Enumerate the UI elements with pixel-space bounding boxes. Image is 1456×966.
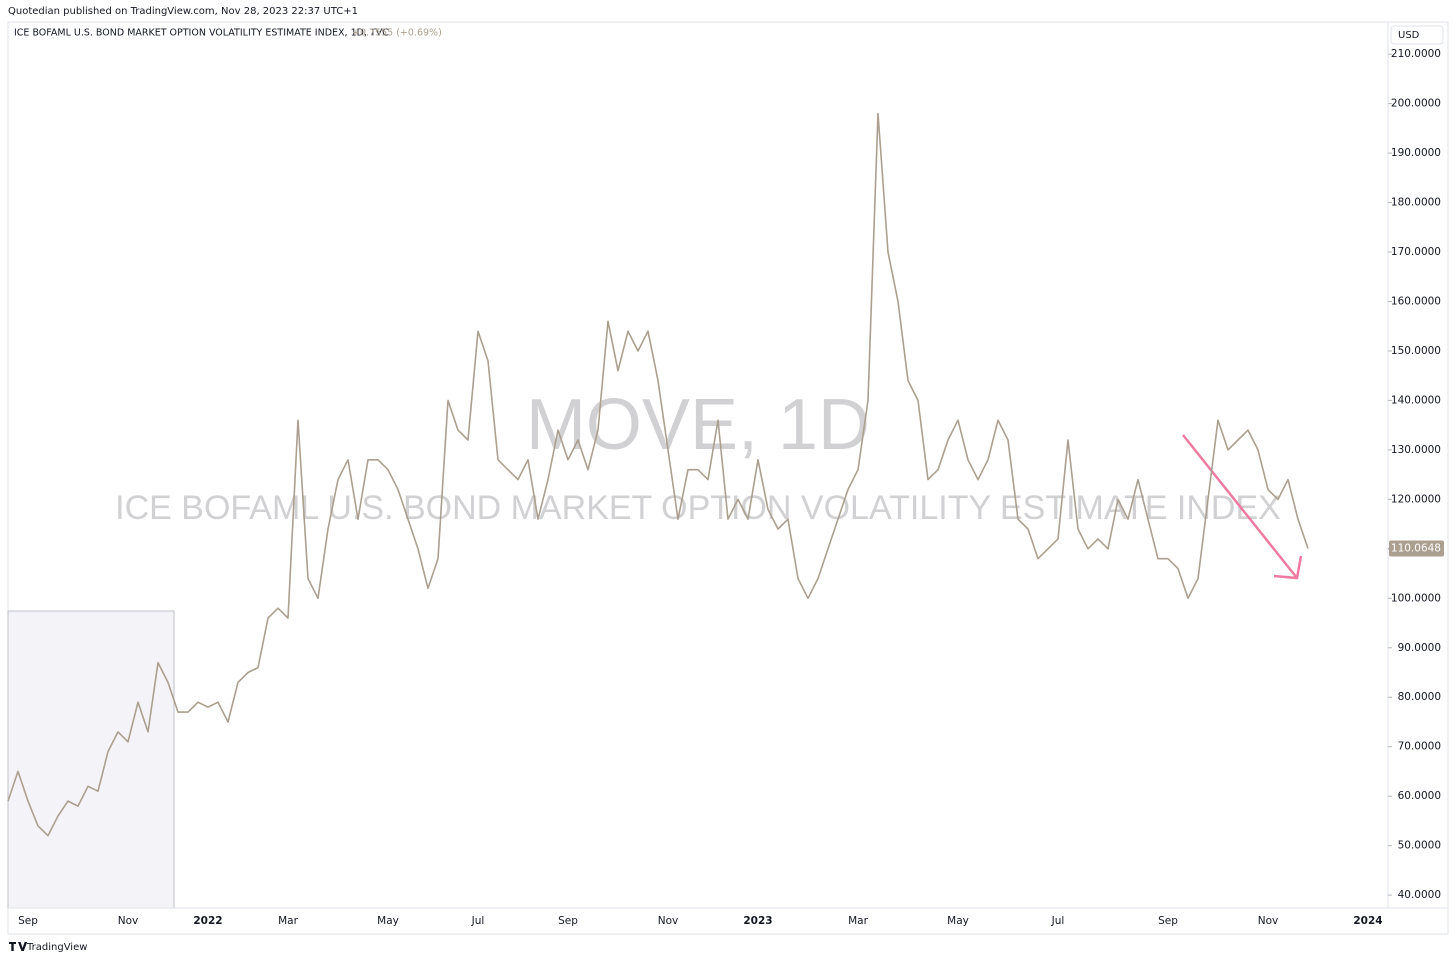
logo	[8, 942, 28, 951]
last-price-label: 110.0648	[1391, 543, 1441, 555]
y-tick-label: 50.0000	[1398, 840, 1441, 852]
trend-arrow-head	[1273, 555, 1303, 580]
y-tick-label: 70.0000	[1398, 741, 1441, 753]
footer: TradingView	[8, 942, 87, 953]
x-tick-label: Jul	[471, 915, 485, 927]
price-line	[7, 112, 1309, 837]
legend-symbol: ICE BOFAML U.S. BOND MARKET OPTION VOLAT…	[14, 28, 389, 39]
y-tick-label: 190.0000	[1391, 147, 1441, 159]
x-tick-label: Mar	[848, 915, 868, 927]
y-tick-label: 100.0000	[1391, 592, 1441, 604]
x-tick-label: May	[377, 915, 399, 927]
y-tick-label: 210.0000	[1391, 48, 1441, 60]
currency-box[interactable]	[1390, 25, 1444, 45]
x-tick-label: 2022	[193, 915, 222, 927]
y-tick-label: 40.0000	[1398, 889, 1441, 901]
x-tick-label: 2023	[743, 915, 772, 927]
y-tick-label: 200.0000	[1391, 98, 1441, 110]
last-price-box	[1389, 540, 1444, 557]
publisher: Quotedian published on TradingView.com, …	[8, 6, 358, 17]
y-tick-label: 80.0000	[1398, 691, 1441, 703]
x-tick-label: Sep	[1158, 915, 1178, 927]
x-tick-label: Jul	[1051, 915, 1065, 927]
y-tick-label: 180.0000	[1391, 197, 1441, 209]
x-tick-label: Mar	[278, 915, 298, 927]
x-tick-label: Nov	[118, 915, 139, 927]
legend-change: +0.7555 (+0.69%)	[352, 28, 442, 39]
y-tick-label: 130.0000	[1391, 444, 1441, 456]
currency[interactable]: USD	[1398, 30, 1420, 41]
watermark-title: MOVE, 1D	[526, 385, 870, 465]
x-tick-label: Sep	[558, 915, 578, 927]
chart-frame	[7, 21, 1449, 935]
x-tick-label: Sep	[18, 915, 38, 927]
x-tick-label: May	[947, 915, 969, 927]
y-tick-label: 150.0000	[1391, 345, 1441, 357]
watermark-subtitle: ICE BOFAML U.S. BOND MARKET OPTION VOLAT…	[115, 489, 1281, 527]
shaded-box	[7, 610, 175, 909]
x-tick-label: 2024	[1353, 915, 1382, 927]
y-tick-label: 170.0000	[1391, 246, 1441, 258]
y-tick-label: 160.0000	[1391, 295, 1441, 307]
y-tick-label: 90.0000	[1398, 642, 1441, 654]
y-tick-label: 60.0000	[1398, 790, 1441, 802]
trend-arrow	[1182, 434, 1298, 579]
x-tick-label: Nov	[658, 915, 679, 927]
footer-brand: TradingView	[26, 942, 87, 953]
y-tick-label: 120.0000	[1391, 493, 1441, 505]
x-tick-label: Nov	[1258, 915, 1279, 927]
y-tick-label: 140.0000	[1391, 394, 1441, 406]
